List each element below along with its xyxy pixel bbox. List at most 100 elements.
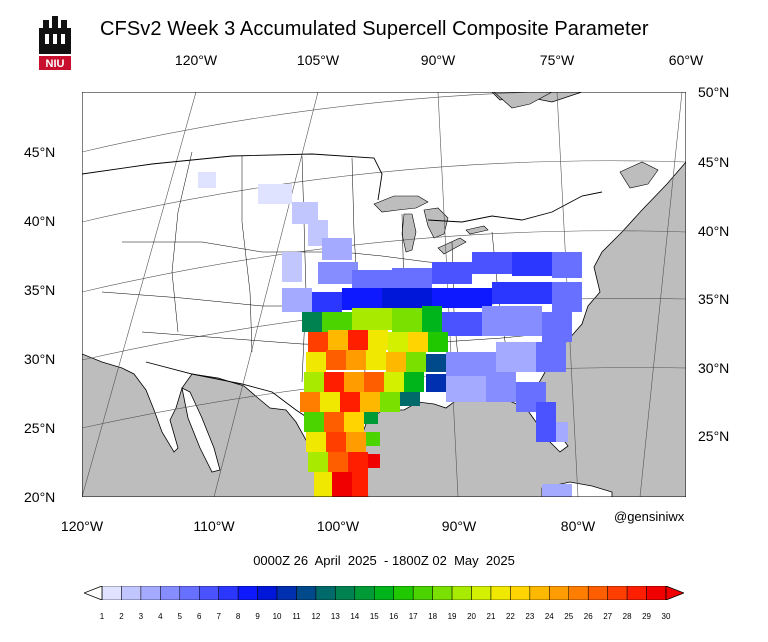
left-lat-label-45n: 45°N <box>24 144 56 160</box>
colorbar-cell <box>101 586 122 600</box>
colorbar-label: 28 <box>622 612 632 621</box>
scp-cell <box>346 432 366 452</box>
scp-cell <box>364 412 378 424</box>
scp-cell <box>344 372 364 392</box>
colorbar-label: 7 <box>216 612 221 621</box>
scp-cell <box>404 372 424 392</box>
colorbar-label: 12 <box>311 612 321 621</box>
scp-cell <box>324 412 344 432</box>
colorbar-cell <box>160 586 181 600</box>
colorbar-cell <box>646 586 667 600</box>
colorbar-label: 5 <box>177 612 183 621</box>
colorbar-cell <box>121 586 142 600</box>
lake-superior <box>373 195 429 213</box>
scp-cell <box>352 472 368 497</box>
right-lat-label-40n: 40°N <box>698 223 730 239</box>
colorbar-cell <box>374 586 394 600</box>
colorbar-cell <box>393 586 414 600</box>
top-lon-label-120w: 120°W <box>174 52 218 68</box>
scp-cell <box>386 352 406 372</box>
scp-cell <box>308 332 328 352</box>
colorbar-cell <box>354 586 375 600</box>
scp-cell <box>366 432 380 446</box>
colorbar-label: 15 <box>369 612 379 621</box>
scp-cell <box>392 268 432 290</box>
colorbar-cell <box>451 586 472 600</box>
scp-cell <box>472 252 512 274</box>
colorbar-cell <box>198 586 219 600</box>
left-lat-label-20n: 20°N <box>24 489 56 505</box>
colorbar-cell <box>587 586 608 600</box>
scp-cell <box>512 252 552 276</box>
scp-cell <box>348 452 368 472</box>
scp-cell <box>426 374 446 392</box>
valid-date-range: 0000Z 26 April 2025 - 1800Z 02 May 2025 <box>253 553 515 568</box>
baja-california <box>181 387 221 473</box>
scp-cell <box>308 452 328 472</box>
colorbar-label: 14 <box>350 612 360 621</box>
scp-cell <box>384 372 404 392</box>
scp-cell <box>328 330 348 350</box>
colorbar-label: 24 <box>544 612 554 621</box>
bottom-lon-label-120w: 120°W <box>60 518 104 534</box>
scp-cell <box>300 392 320 412</box>
colorbar-label: 21 <box>486 612 496 621</box>
top-lon-label-75w: 75°W <box>539 52 575 68</box>
colorbar-label: 3 <box>138 612 144 621</box>
colorbar-label: 10 <box>272 612 282 621</box>
scp-cell <box>326 432 346 452</box>
scp-cell <box>344 412 364 432</box>
colorbar-cell <box>432 586 453 600</box>
scp-cell <box>366 350 386 370</box>
left-lat-label-40n: 40°N <box>24 213 56 229</box>
top-lon-label-60w: 60°W <box>668 52 704 68</box>
scp-cell <box>380 392 400 412</box>
author-credit: @gensiniwx <box>614 509 685 524</box>
colorbar-cell <box>529 586 550 600</box>
scp-cell <box>322 312 352 332</box>
colorbar-over-arrow <box>665 586 684 600</box>
scp-cell <box>306 352 326 372</box>
colorbar <box>84 586 684 600</box>
top-lon-label-90w: 90°W <box>420 52 456 68</box>
niu-logo: NIU <box>38 14 72 72</box>
svg-text:NIU: NIU <box>46 58 65 70</box>
scp-cell <box>352 308 392 330</box>
scp-cell <box>492 282 552 304</box>
colorbar-label: 2 <box>119 612 124 621</box>
scp-cell <box>342 288 382 310</box>
colorbar-under-arrow <box>84 586 103 600</box>
colorbar-label: 9 <box>255 612 260 621</box>
right-lat-label-25n: 25°N <box>698 428 730 444</box>
colorbar-label: 4 <box>158 612 163 621</box>
colorbar-label: 23 <box>525 612 535 621</box>
scp-cell <box>326 350 346 370</box>
colorbar-label: 6 <box>197 612 202 621</box>
scp-cell <box>432 288 492 308</box>
scp-cell <box>392 308 422 332</box>
scp-cell <box>406 352 426 372</box>
colorbar-cell <box>412 586 433 600</box>
colorbar-cell <box>315 586 336 600</box>
bottom-lon-label-110w: 110°W <box>193 518 235 534</box>
scp-cell <box>304 412 324 432</box>
colorbar-label: 8 <box>235 612 241 621</box>
scp-cell <box>536 342 566 372</box>
colorbar-label: 27 <box>603 612 613 621</box>
scp-cell <box>306 432 326 452</box>
scp-cell <box>340 392 360 412</box>
scp-cell <box>542 484 572 497</box>
top-lon-label-105w: 105°W <box>296 52 340 68</box>
us-canada-border <box>82 153 603 223</box>
scp-cell <box>542 312 572 342</box>
scp-cell <box>432 262 472 284</box>
scp-cell <box>282 288 312 312</box>
colorbar-cell <box>218 586 239 600</box>
colorbar-cell <box>510 586 531 600</box>
gulf-st-lawrence <box>619 161 659 189</box>
scp-field <box>198 172 582 497</box>
colorbar-label: 17 <box>408 612 418 621</box>
colorbar-cell <box>276 586 297 600</box>
colorbar-label: 13 <box>330 612 340 621</box>
colorbar-cell <box>296 586 317 600</box>
